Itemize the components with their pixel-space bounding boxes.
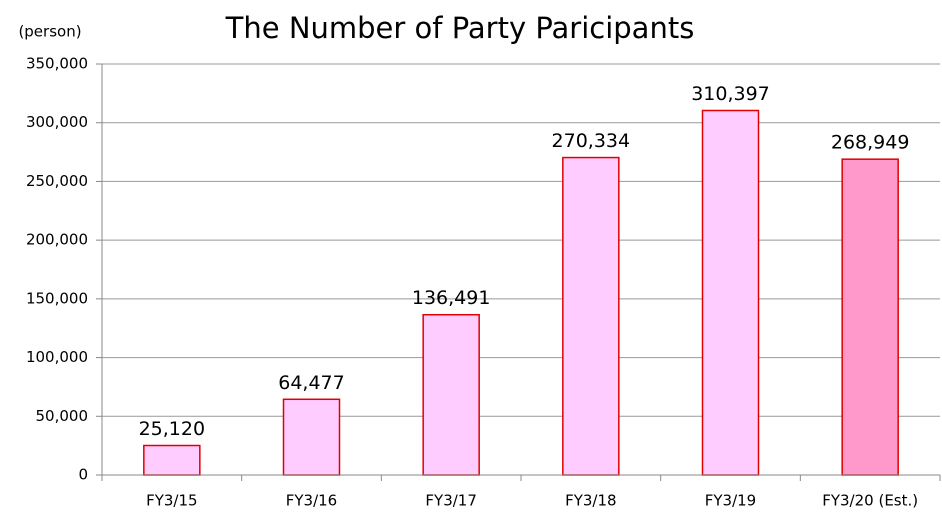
x-tick-label: FY3/18 bbox=[565, 492, 616, 510]
y-tick-label: 200,000 bbox=[26, 231, 88, 249]
y-tick-label: 250,000 bbox=[26, 172, 88, 190]
x-tick-label: FY3/20 (Est.) bbox=[822, 492, 918, 510]
y-tick-label: 50,000 bbox=[36, 407, 89, 425]
unit-label: (person) bbox=[18, 23, 81, 41]
bar bbox=[143, 444, 201, 476]
x-tick-label: FY3/17 bbox=[425, 492, 476, 510]
y-tick-label: 150,000 bbox=[26, 289, 88, 307]
value-label: 310,397 bbox=[691, 83, 770, 105]
x-tick-label: FY3/16 bbox=[286, 492, 337, 510]
chart-title: The Number of Party Paricipants bbox=[225, 11, 695, 45]
x-tick-label: FY3/15 bbox=[146, 492, 197, 510]
y-tick-label: 100,000 bbox=[26, 348, 88, 366]
value-label: 25,120 bbox=[139, 418, 205, 440]
value-label: 270,334 bbox=[552, 130, 631, 152]
x-tick-label: FY3/19 bbox=[705, 492, 756, 510]
value-label: 268,949 bbox=[831, 132, 910, 154]
y-tick-label: 0 bbox=[78, 466, 88, 484]
bar bbox=[282, 398, 341, 476]
y-tick-label: 350,000 bbox=[26, 55, 88, 73]
bar bbox=[422, 313, 480, 476]
value-label: 136,491 bbox=[412, 287, 491, 309]
bar bbox=[562, 156, 620, 476]
bar bbox=[701, 109, 760, 476]
bar bbox=[841, 158, 899, 476]
value-label: 64,477 bbox=[278, 372, 344, 394]
y-tick-label: 300,000 bbox=[26, 113, 88, 131]
